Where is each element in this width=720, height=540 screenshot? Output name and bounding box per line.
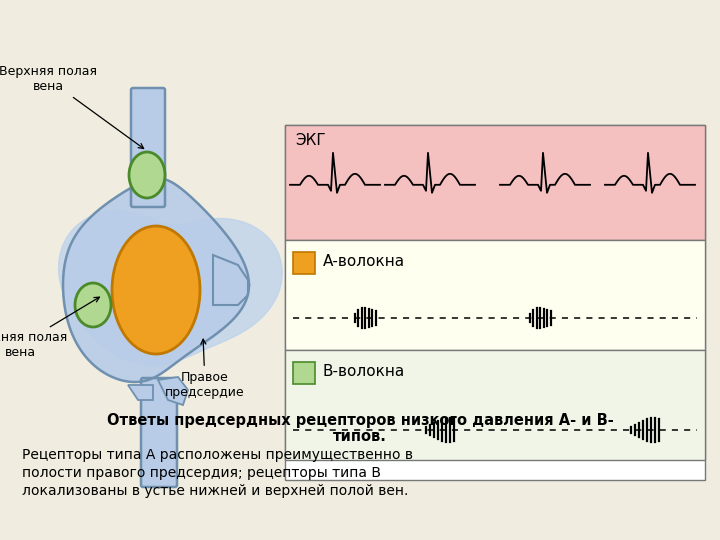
Text: Правое
предсердие: Правое предсердие xyxy=(165,339,245,399)
Polygon shape xyxy=(63,178,249,382)
Text: полости правого предсердия; рецепторы типа В: полости правого предсердия; рецепторы ти… xyxy=(22,466,381,480)
Polygon shape xyxy=(213,255,248,305)
Bar xyxy=(293,252,315,274)
FancyBboxPatch shape xyxy=(131,88,165,207)
Bar xyxy=(285,125,705,240)
Text: типов.: типов. xyxy=(333,429,387,444)
Text: Ответы предсердных рецепторов низкого давления А- и В-: Ответы предсердных рецепторов низкого да… xyxy=(107,413,613,428)
Polygon shape xyxy=(158,377,188,405)
Polygon shape xyxy=(58,211,282,365)
Bar xyxy=(293,362,315,384)
Bar xyxy=(285,350,705,460)
Text: Нижняя полая
вена: Нижняя полая вена xyxy=(0,297,99,359)
Text: А-волокна: А-волокна xyxy=(323,254,405,269)
Ellipse shape xyxy=(129,152,165,198)
Text: ЭКГ: ЭКГ xyxy=(295,133,325,148)
Ellipse shape xyxy=(75,283,111,327)
Text: Рецепторы типа А расположены преимущественно в: Рецепторы типа А расположены преимуществ… xyxy=(22,448,413,462)
Text: В-волокна: В-волокна xyxy=(323,364,405,380)
Bar xyxy=(285,240,705,350)
Polygon shape xyxy=(128,385,153,400)
Text: Верхняя полая
вена: Верхняя полая вена xyxy=(0,65,143,148)
FancyBboxPatch shape xyxy=(141,378,177,487)
Bar xyxy=(285,125,705,480)
Ellipse shape xyxy=(112,226,200,354)
Text: локализованы в устье нижней и верхней полой вен.: локализованы в устье нижней и верхней по… xyxy=(22,484,408,498)
